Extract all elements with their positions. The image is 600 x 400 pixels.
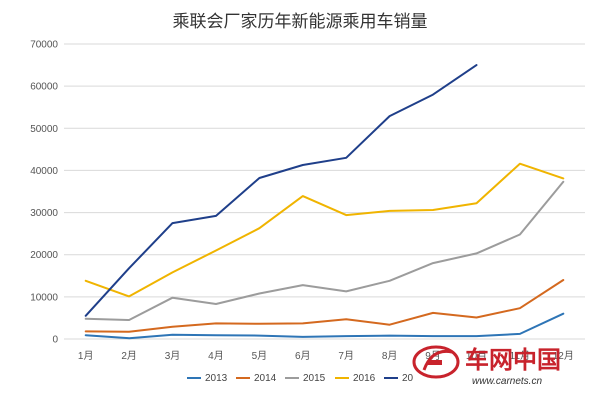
- y-tick-label: 30000: [30, 208, 58, 219]
- y-tick-label: 50000: [30, 124, 58, 135]
- series-line-2015: [84, 180, 565, 321]
- x-tick-label: 10月: [466, 350, 487, 362]
- series-line-2017: [84, 64, 478, 317]
- x-tick-label: 4月: [208, 350, 224, 362]
- x-tick-label: 5月: [252, 350, 268, 362]
- legend-label: 2015: [303, 373, 326, 384]
- x-tick-label: 12月: [553, 350, 574, 362]
- y-tick-label: 60000: [30, 82, 58, 93]
- grid: [64, 43, 585, 340]
- x-tick-label: 1月: [78, 350, 94, 362]
- series-line-2016: [84, 162, 565, 298]
- y-tick-label: 40000: [30, 166, 58, 177]
- x-tick-label: 3月: [165, 350, 181, 362]
- y-tick-label: 10000: [30, 292, 58, 303]
- legend-label: 2016: [353, 373, 376, 384]
- x-tick-label: 8月: [382, 350, 398, 362]
- axes: 0 10000 20000 30000 40000 50000 60000 70000 1月 2月…: [30, 40, 574, 363]
- x-tick-label: 7月: [338, 350, 354, 362]
- y-tick-label: 70000: [30, 40, 58, 51]
- series-line-2013: [84, 312, 565, 340]
- x-tick-label: 2月: [121, 350, 137, 362]
- chart-title: 乘联会厂家历年新能源乘用车销量: [173, 12, 428, 32]
- watermark-url: www.carnets.cn: [472, 376, 542, 387]
- x-tick-label: 11月: [510, 350, 530, 362]
- watermark-brand: 车网中国: [465, 346, 561, 374]
- car-logo-icon: [412, 345, 460, 379]
- series: [84, 64, 565, 340]
- x-tick-label: 6月: [295, 350, 311, 362]
- legend-label: 20: [402, 373, 414, 384]
- legend-label: 2014: [254, 373, 277, 384]
- legend-label: 2013: [205, 373, 228, 384]
- series-line-2014: [84, 279, 565, 333]
- y-tick-label: 20000: [30, 250, 58, 261]
- y-tick-label: 0: [52, 335, 58, 346]
- legend: 2013 2014 2015 2016 20: [187, 373, 414, 384]
- watermark-logo: 车网中国 www.carnets.cn: [412, 345, 561, 387]
